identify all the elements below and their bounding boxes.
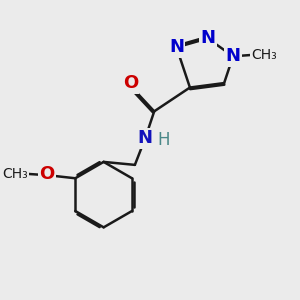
Text: N: N xyxy=(200,29,215,47)
Text: O: O xyxy=(39,165,55,183)
Text: O: O xyxy=(123,74,138,92)
Text: CH₃: CH₃ xyxy=(251,48,277,62)
Text: N: N xyxy=(226,47,241,65)
Text: H: H xyxy=(157,130,169,148)
Text: CH₃: CH₃ xyxy=(2,167,28,181)
Text: N: N xyxy=(138,129,153,147)
Text: N: N xyxy=(169,38,184,56)
